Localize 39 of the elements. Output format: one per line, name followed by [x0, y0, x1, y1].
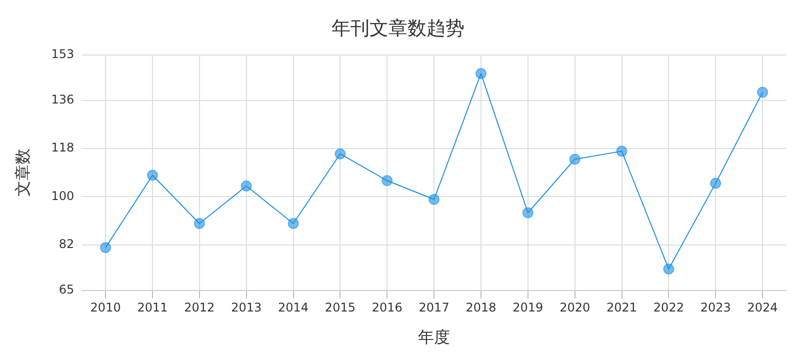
x-tick-label: 2012: [184, 300, 215, 315]
point: [475, 68, 486, 80]
x-tick-label: 2015: [324, 300, 356, 315]
y-tick-label: 153: [51, 46, 74, 61]
x-tick-label: 2022: [653, 300, 684, 315]
point: [522, 207, 534, 218]
point: [663, 263, 674, 274]
x-tick-label: 2014: [278, 300, 309, 315]
x-tick-label: 2024: [747, 300, 778, 315]
x-tick-label: 2016: [372, 300, 402, 315]
y-axis-title: 文章数: [12, 148, 32, 197]
x-tick-label: 2013: [231, 300, 262, 315]
x-tick-label: 2010: [90, 300, 121, 315]
point: [100, 242, 112, 254]
point: [194, 218, 205, 229]
point: [382, 175, 393, 186]
point: [240, 180, 252, 192]
chart-title: 年刊文章数趋势: [332, 17, 464, 40]
y-tick-label: 100: [51, 188, 74, 203]
x-tick-label: 2023: [700, 300, 731, 315]
point: [616, 146, 628, 157]
x-tick-label: 2017: [418, 300, 450, 315]
y-tick-label: 118: [51, 140, 74, 155]
point: [146, 170, 158, 181]
point: [569, 154, 580, 165]
y-tick-label: 65: [58, 282, 74, 297]
point: [710, 178, 722, 189]
point: [428, 194, 440, 205]
x-tick-label: 2019: [512, 300, 544, 315]
y-tick-label: 136: [51, 92, 74, 106]
x-tick-label: 2011: [137, 300, 168, 315]
x-tick-label: 2018: [466, 300, 496, 315]
x-tick-label: 2020: [560, 300, 590, 315]
point: [757, 86, 768, 98]
point: [288, 218, 299, 229]
point: [334, 148, 346, 160]
x-axis-title: 年度: [418, 328, 450, 347]
x-tick-label: 2021: [606, 300, 638, 315]
y-tick-label: 82: [58, 237, 74, 252]
